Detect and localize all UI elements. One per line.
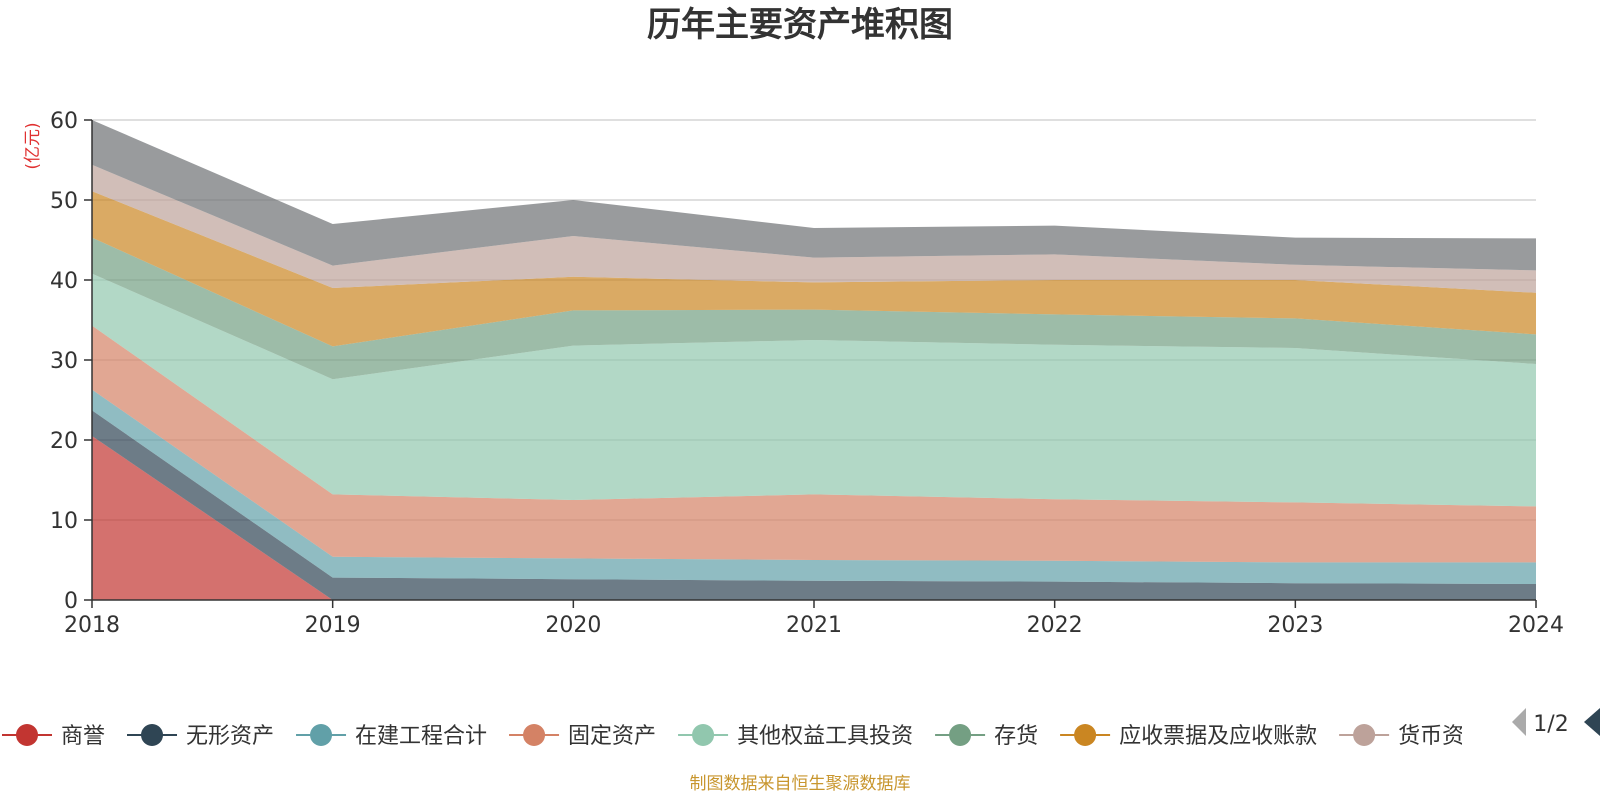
x-tick-label: 2024	[1508, 613, 1564, 638]
legend-item[interactable]: 无形资产	[127, 724, 274, 749]
y-tick-label: 50	[50, 189, 78, 214]
x-tick-label: 2019	[305, 613, 361, 638]
y-tick-label: 20	[50, 429, 78, 454]
x-tick-label: 2020	[545, 613, 601, 638]
legend-label: 商誉	[61, 724, 105, 749]
area-series[interactable]	[92, 237, 1536, 380]
x-tick-label: 2018	[64, 613, 120, 638]
legend-item[interactable]: 存货	[935, 724, 1038, 749]
legend-marker	[16, 724, 38, 746]
area-series[interactable]	[92, 436, 1536, 600]
legend-marker	[141, 724, 164, 746]
axes: 0 10 20 30 40 50 60 2018 2019 2020 2021 2022 2023 202…	[50, 109, 1564, 638]
legend-item[interactable]: 其他权益工具投资	[678, 724, 913, 749]
legend-item[interactable]: 应收票据及应收账款	[1060, 724, 1317, 749]
area-series[interactable]	[92, 164, 1536, 293]
legend-label: 无形资产	[186, 724, 274, 749]
legend-label: 存货	[994, 724, 1038, 749]
pager-text: 1/2	[1533, 712, 1568, 737]
pager-next-icon[interactable]	[1584, 708, 1600, 736]
legend-label: 应收票据及应收账款	[1119, 724, 1317, 749]
legend-label: 其他权益工具投资	[737, 724, 913, 749]
legend: 商誉 无形资产 在建工程合计 固定资产 其他权益工具投资 存货 应收票据及应收账款 货币资金	[2, 724, 1486, 749]
legend-item[interactable]: 固定资产	[509, 724, 656, 749]
y-tick-label: 30	[50, 349, 78, 374]
chart-title: 历年主要资产堆积图	[647, 5, 953, 45]
y-tick-label: 0	[64, 589, 78, 614]
area-series[interactable]	[92, 273, 1536, 507]
legend-marker	[949, 724, 972, 746]
legend-label: 货币资金	[1398, 724, 1486, 749]
legend-marker	[1074, 724, 1097, 746]
y-tick-label: 40	[50, 269, 78, 294]
legend-marker	[310, 724, 333, 746]
y-tick-label: 60	[50, 109, 78, 134]
legend-label: 固定资产	[568, 724, 656, 749]
legend-marker	[1353, 724, 1376, 746]
legend-pager: 1/2	[1512, 708, 1600, 737]
legend-items: 商誉 无形资产 在建工程合计 固定资产 其他权益工具投资 存货 应收票据及应收账款 货币资金	[2, 724, 1486, 749]
area-series[interactable]	[92, 325, 1536, 563]
legend-item[interactable]: 商誉	[2, 724, 105, 749]
legend-item[interactable]: 在建工程合计	[296, 724, 487, 749]
legend-item[interactable]: 货币资金	[1339, 724, 1486, 749]
y-tick-label: 10	[50, 509, 78, 534]
area-series[interactable]	[92, 120, 1536, 271]
legend-label: 在建工程合计	[355, 724, 487, 749]
area-series[interactable]	[92, 389, 1536, 584]
plot-area	[92, 120, 1536, 600]
legend-marker	[692, 724, 715, 746]
area-series[interactable]	[92, 191, 1536, 347]
x-tick-label: 2023	[1267, 613, 1323, 638]
x-tick-label: 2022	[1027, 613, 1083, 638]
y-axis-unit: (亿元)	[23, 122, 43, 169]
pager-prev-icon[interactable]	[1512, 708, 1526, 736]
x-tick-label: 2021	[786, 613, 842, 638]
data-source-note: 制图数据来自恒生聚源数据库	[690, 774, 911, 794]
legend-marker	[523, 724, 546, 746]
